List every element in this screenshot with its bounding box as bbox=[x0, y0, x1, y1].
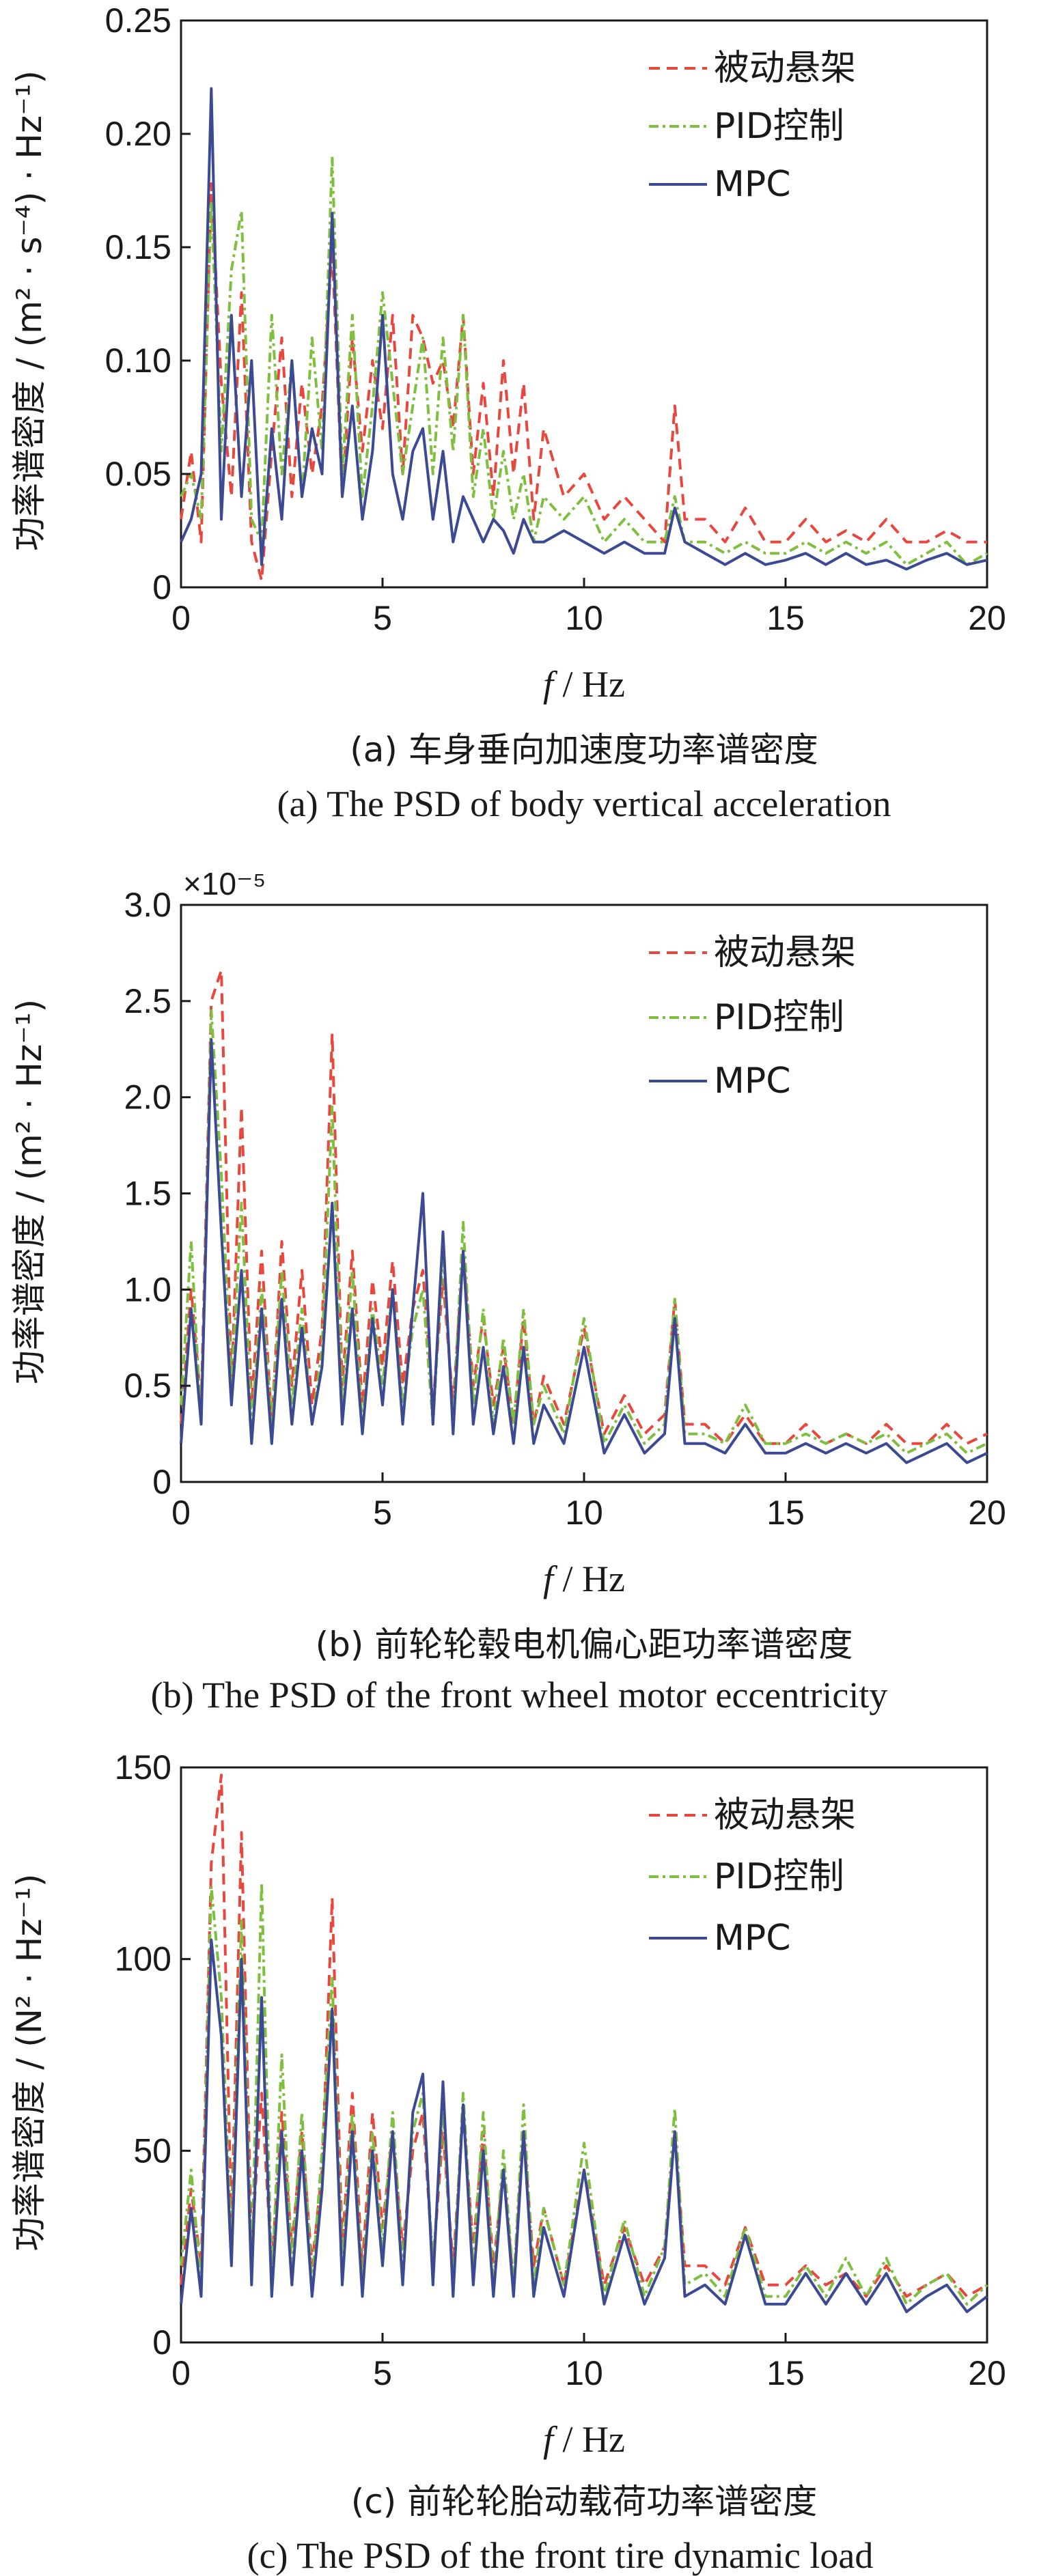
panel-c-x-axis-label: f / Hz bbox=[543, 2419, 625, 2460]
y-tick-label: 0.5 bbox=[124, 1367, 171, 1405]
series-line-pid bbox=[180, 155, 988, 566]
panel-a-plot-frame bbox=[180, 19, 988, 589]
legend-label-passive: 被动悬架 bbox=[714, 932, 856, 973]
y-tick-label: 3.0 bbox=[124, 886, 171, 924]
legend-label-passive: 被动悬架 bbox=[714, 48, 856, 89]
panel-b-y-axis-label: 功率谱密度 / (m² · Hz⁻¹) bbox=[10, 999, 49, 1384]
y-tick-label: 0 bbox=[152, 568, 171, 606]
series-line-mpc bbox=[180, 1038, 988, 1464]
panel-a-caption-cn: (a) 车身垂向加速度功率谱密度 bbox=[350, 730, 818, 770]
panel-a-caption-en: (a) The PSD of body vertical acceleratio… bbox=[277, 783, 891, 824]
panel-b-multiplier: ×10⁻⁵ bbox=[183, 866, 266, 901]
x-tick-label: 10 bbox=[565, 2354, 603, 2392]
legend-label-mpc: MPC bbox=[714, 1918, 791, 1959]
series-line-passive bbox=[180, 1774, 988, 2298]
panel-c-x-axis-unit: / Hz bbox=[553, 2419, 625, 2460]
panel-b-caption-cn: (b) 前轮轮毂电机偏心距功率谱密度 bbox=[316, 1625, 853, 1664]
y-tick-label: 0.20 bbox=[105, 115, 171, 153]
y-tick-label: 1.0 bbox=[124, 1270, 171, 1308]
x-tick-label: 15 bbox=[766, 2354, 805, 2392]
panel-a: 功率谱密度 / (m² · s⁻⁴) · Hz⁻¹) 0 5 10 15 20 0 0.05… bbox=[10, 1, 1006, 824]
panel-b-plot-frame bbox=[180, 904, 988, 1483]
panel-a-x-axis-label: f / Hz bbox=[543, 664, 625, 705]
panel-a-x-axis-unit: / Hz bbox=[553, 664, 625, 705]
x-tick-label: 5 bbox=[373, 599, 392, 637]
y-tick-label: 0.15 bbox=[105, 228, 171, 266]
panel-b-x-axis-label: f / Hz bbox=[543, 1558, 625, 1599]
y-tick-label: 100 bbox=[115, 1940, 171, 1978]
legend-label-pid: PID控制 bbox=[714, 1856, 844, 1897]
series-line-pid bbox=[180, 1009, 988, 1455]
panel-c-y-axis-label: 功率谱密度 / (N² · Hz⁻¹) bbox=[10, 1873, 49, 2251]
y-tick-label: 0 bbox=[152, 1463, 171, 1501]
series-line-passive bbox=[180, 182, 987, 582]
y-tick-label: 2.5 bbox=[124, 982, 171, 1020]
panel-c-legend: 被动悬架 PID控制 MPC bbox=[649, 1795, 856, 1959]
x-tick-label: 0 bbox=[171, 2354, 191, 2392]
panel-b-legend: 被动悬架 PID控制 MPC bbox=[649, 932, 856, 1102]
panel-b-series-layer bbox=[180, 968, 988, 1464]
series-line-pid bbox=[180, 1881, 988, 2306]
x-tick-label: 20 bbox=[968, 1494, 1006, 1532]
x-tick-label: 0 bbox=[171, 599, 191, 637]
x-tick-label: 15 bbox=[766, 1494, 805, 1532]
panel-a-tick-layer: 0 5 10 15 20 0 0.05 0.10 0.15 0.20 0.25 bbox=[105, 1, 1006, 637]
y-tick-label: 50 bbox=[133, 2131, 171, 2170]
panel-c: 功率谱密度 / (N² · Hz⁻¹) 0 5 10 15 20 0 50 100 150 被动… bbox=[10, 1748, 1006, 2576]
legend-label-passive: 被动悬架 bbox=[714, 1795, 856, 1836]
y-tick-label: 150 bbox=[115, 1748, 171, 1787]
x-tick-label: 10 bbox=[565, 1494, 603, 1532]
y-tick-label: 1.5 bbox=[124, 1175, 171, 1213]
x-tick-label: 5 bbox=[373, 2354, 392, 2392]
y-tick-label: 0 bbox=[152, 2323, 171, 2362]
panel-c-tick-layer: 0 5 10 15 20 0 50 100 150 bbox=[115, 1748, 1006, 2392]
panel-c-series-layer bbox=[180, 1774, 988, 2314]
series-line-mpc bbox=[180, 87, 988, 571]
y-tick-label: 2.0 bbox=[124, 1078, 171, 1117]
legend-label-mpc: MPC bbox=[714, 1061, 791, 1102]
y-tick-label: 0.05 bbox=[105, 455, 171, 493]
panel-c-caption-en: (c) The PSD of the front tire dynamic lo… bbox=[247, 2535, 874, 2576]
x-tick-label: 5 bbox=[373, 1494, 392, 1532]
y-tick-label: 0.25 bbox=[105, 1, 171, 40]
legend-label-pid: PID控制 bbox=[714, 106, 844, 147]
x-tick-label: 15 bbox=[766, 599, 805, 637]
panel-a-series-layer bbox=[180, 87, 988, 582]
x-tick-label: 20 bbox=[968, 599, 1006, 637]
panel-a-legend: 被动悬架 PID控制 MPC bbox=[649, 48, 856, 205]
x-tick-label: 0 bbox=[171, 1494, 191, 1532]
series-line-passive bbox=[180, 968, 988, 1445]
legend-label-pid: PID控制 bbox=[714, 997, 844, 1038]
panel-b-tick-layer: 0 5 10 15 20 0 0.5 1.0 1.5 2.0 2.5 3.0 bbox=[124, 886, 1006, 1532]
x-tick-label: 20 bbox=[968, 2354, 1006, 2392]
x-tick-label: 10 bbox=[565, 599, 603, 637]
panel-b-x-axis-unit: / Hz bbox=[553, 1558, 625, 1599]
panel-c-plot-frame bbox=[180, 1766, 988, 2344]
panel-a-y-axis-label: 功率谱密度 / (m² · s⁻⁴) · Hz⁻¹) bbox=[10, 70, 49, 551]
panel-b-caption-en: (b) The PSD of the front wheel motor ecc… bbox=[151, 1675, 888, 1716]
panel-c-caption-cn: (c) 前轮轮胎动载荷功率谱密度 bbox=[351, 2482, 817, 2521]
series-line-mpc bbox=[180, 1938, 988, 2314]
y-tick-label: 0.10 bbox=[105, 341, 171, 380]
panel-b: ×10⁻⁵ 功率谱密度 / (m² · Hz⁻¹) 0 5 10 15 20 0 0.5 1.… bbox=[10, 866, 1006, 1716]
legend-label-mpc: MPC bbox=[714, 164, 791, 205]
